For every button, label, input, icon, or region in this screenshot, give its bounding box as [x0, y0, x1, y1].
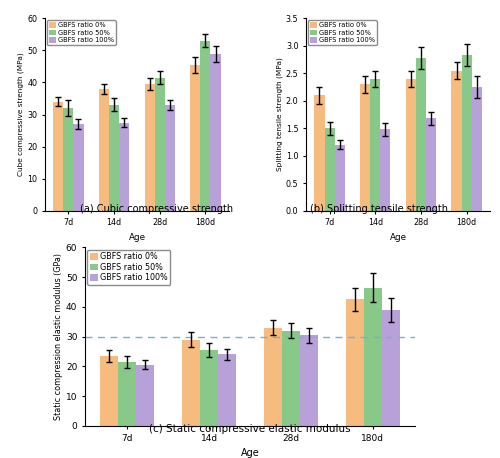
Bar: [472, 87, 482, 211]
Text: (b) Splitting tensile strength: (b) Splitting tensile strength: [310, 204, 448, 214]
Bar: [334, 145, 344, 211]
Bar: [190, 65, 200, 211]
Bar: [264, 328, 282, 426]
Legend: GBFS ratio 0%, GBFS ratio 50%, GBFS ratio 100%: GBFS ratio 0%, GBFS ratio 50%, GBFS rati…: [308, 20, 377, 45]
Bar: [144, 84, 155, 211]
Bar: [99, 89, 109, 211]
Bar: [314, 95, 324, 211]
Bar: [200, 350, 218, 426]
Bar: [155, 77, 165, 211]
Bar: [370, 79, 380, 211]
Bar: [136, 365, 154, 426]
Text: (c) Static compressive elastic modulus: (c) Static compressive elastic modulus: [149, 424, 351, 434]
Y-axis label: Cube compressive strength (MPa): Cube compressive strength (MPa): [18, 53, 25, 176]
Bar: [324, 128, 334, 211]
Text: (a) Cubic compressive strength: (a) Cubic compressive strength: [80, 204, 233, 214]
Bar: [54, 102, 64, 211]
Bar: [119, 122, 129, 211]
Bar: [380, 129, 390, 211]
Bar: [218, 354, 236, 426]
Bar: [452, 71, 462, 211]
X-axis label: Age: Age: [390, 233, 406, 242]
Bar: [210, 54, 220, 211]
Bar: [364, 288, 382, 426]
Bar: [426, 118, 436, 211]
Bar: [64, 108, 74, 211]
Bar: [300, 335, 318, 426]
Bar: [118, 362, 136, 426]
Bar: [282, 331, 300, 426]
Bar: [109, 105, 119, 211]
X-axis label: Age: Age: [240, 448, 260, 458]
Bar: [416, 58, 426, 211]
Legend: GBFS ratio 0%, GBFS ratio 50%, GBFS ratio 100%: GBFS ratio 0%, GBFS ratio 50%, GBFS rati…: [47, 20, 116, 45]
Bar: [360, 84, 370, 211]
Bar: [382, 310, 400, 426]
Legend: GBFS ratio 0%, GBFS ratio 50%, GBFS ratio 100%: GBFS ratio 0%, GBFS ratio 50%, GBFS rati…: [88, 250, 170, 285]
Bar: [182, 340, 200, 426]
X-axis label: Age: Age: [128, 233, 146, 242]
Bar: [200, 41, 210, 211]
Bar: [346, 300, 364, 426]
Y-axis label: Static compression elastic modulus (GPa): Static compression elastic modulus (GPa): [54, 253, 63, 420]
Bar: [74, 124, 84, 211]
Bar: [165, 105, 175, 211]
Bar: [462, 55, 471, 211]
Y-axis label: Splitting tensile strength (MPa): Splitting tensile strength (MPa): [276, 58, 283, 171]
Bar: [100, 356, 118, 426]
Bar: [406, 79, 416, 211]
